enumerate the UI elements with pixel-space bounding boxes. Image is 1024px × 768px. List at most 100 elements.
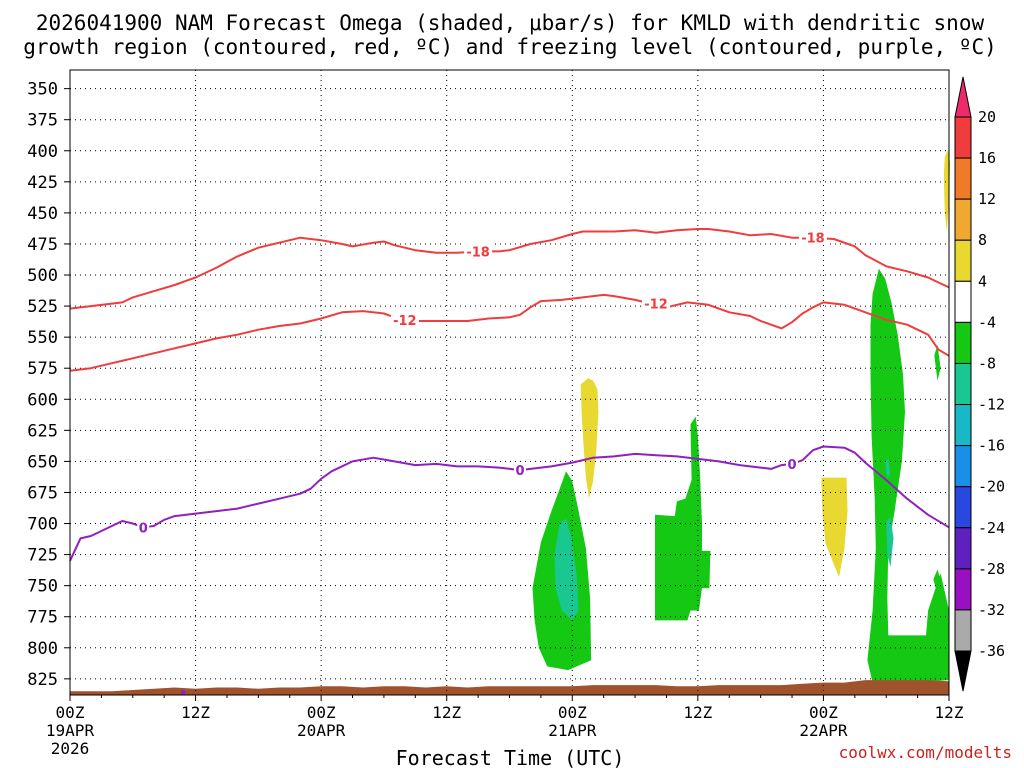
ytick-label-450: 450: [27, 204, 58, 224]
ytick-label-350: 350: [27, 80, 58, 100]
shade-yellow-c: [821, 477, 848, 577]
contour-label-bg-zero-1: [513, 462, 526, 478]
colorbar-box-5: [954, 321, 972, 364]
colorbar-label-3: 8: [978, 231, 987, 249]
contour-label-zero-1: 0: [515, 464, 524, 479]
contour-label-bg-minus12-1: [642, 295, 670, 311]
credit-text: coolwx.com/modelts: [839, 743, 1012, 762]
colorbar-label-9: -20: [978, 478, 1005, 496]
contour-label-minus12-1: -12: [644, 298, 668, 313]
ytick-label-475: 475: [27, 235, 58, 255]
ytick-label-575: 575: [27, 359, 58, 379]
colorbar-bottom-arrow: [954, 650, 972, 692]
shade-teal-core-21apr: [554, 518, 579, 621]
ytick-label-725: 725: [27, 546, 58, 566]
ytick-label-775: 775: [27, 608, 58, 628]
colorbar-box-1: [954, 157, 972, 200]
contour-label-bg-minus12-0: [390, 311, 419, 327]
colorbar-box-10: [954, 527, 972, 570]
shade-teal-d2: [885, 458, 891, 479]
ytick-label-400: 400: [27, 142, 58, 162]
colorbar-label-7: -12: [978, 396, 1005, 414]
ytick-label-675: 675: [27, 483, 58, 503]
ytick-label-375: 375: [27, 111, 58, 131]
colorbar-label-1: 16: [978, 149, 996, 167]
ytick-label-750: 750: [27, 577, 58, 597]
omega-shaded-regions: [532, 149, 950, 683]
ytick-label-425: 425: [27, 173, 58, 193]
terrain-fill: [70, 680, 949, 695]
colorbar-label-10: -24: [978, 519, 1005, 537]
xtick-label-24: 00Z: [307, 703, 336, 722]
colorbar-box-4: [954, 280, 972, 323]
ytick-label-825: 825: [27, 670, 58, 690]
shade-yellow-g: [943, 149, 950, 232]
xtick-label-36: 12Z: [432, 703, 461, 722]
colorbar-box-8: [954, 445, 972, 488]
colorbar-label-11: -28: [978, 560, 1005, 578]
chart-title-line1: 2026041900 NAM Forecast Omega (shaded, μ…: [36, 11, 985, 35]
ytick-label-800: 800: [27, 639, 58, 659]
grid-lines: [64, 70, 950, 701]
xtick-date-48: 21APR: [548, 721, 597, 740]
xtick-label-12: 12Z: [181, 703, 210, 722]
contour-label-minus12-0: -12: [393, 314, 417, 329]
shade-green-d: [867, 268, 949, 683]
colorbar-box-6: [954, 362, 972, 406]
colorbar-label-6: -8: [978, 354, 996, 372]
contour-zero: [69, 445, 950, 562]
colorbar-label-8: -16: [978, 437, 1005, 455]
colorbar: 20 16 12 8 4 -4 -8 -12 -16 -20 -24 -28 -32 -36: [954, 76, 1005, 692]
shade-green-e: [933, 569, 942, 595]
shade-green-b: [655, 416, 711, 621]
ytick-label-600: 600: [27, 390, 58, 410]
colorbar-box-12: [954, 609, 972, 652]
surface-terrain: [70, 680, 949, 696]
xtick-date-72: 22APR: [799, 721, 848, 740]
colorbar-box-3: [954, 239, 972, 282]
colorbar-box-9: [954, 486, 972, 529]
colorbar-top-arrow: [954, 76, 972, 118]
temperature-contours: -18 -18 -12 -12 0 0 0: [69, 228, 950, 562]
ytick-label-525: 525: [27, 297, 58, 317]
contour-label-minus18-1: -18: [801, 232, 825, 247]
contour-label-bg-zero-0: [137, 519, 150, 535]
colorbar-label-12: -32: [978, 601, 1005, 619]
chart-title-line2: growth region (contoured, red, ºC) and f…: [23, 35, 997, 59]
ytick-label-700: 700: [27, 515, 58, 535]
x-axis-title: Forecast Time (UTC): [396, 746, 625, 768]
colorbar-box-7: [954, 404, 972, 447]
xtick-label-84: 12Z: [935, 703, 964, 722]
xtick-date-24: 20APR: [297, 721, 346, 740]
xtick-label-48: 00Z: [558, 703, 587, 722]
colorbar-box-11: [954, 568, 972, 611]
contour-label-bg-minus18-0: [464, 243, 493, 259]
colorbar-label-5: -4: [978, 313, 996, 331]
xtick-date-0: 19APR: [46, 721, 95, 740]
colorbar-box-0: [954, 116, 972, 159]
xtick-label-72: 00Z: [809, 703, 838, 722]
colorbar-label-4: 4: [978, 272, 987, 290]
shade-yellow-a: [580, 378, 599, 499]
plot-frame: [69, 69, 950, 696]
contour-label-zero-2: 0: [788, 458, 797, 473]
contour-minus12: [69, 293, 950, 372]
ytick-label-625: 625: [27, 421, 58, 441]
xtick-label-0: 00Z: [56, 703, 85, 722]
contour-label-minus18-0: -18: [466, 245, 490, 260]
colorbar-box-2: [954, 198, 972, 241]
contour-label-bg-minus18-1: [798, 229, 827, 245]
colorbar-label-0: 20: [978, 108, 996, 126]
contour-label-bg-zero-2: [786, 455, 799, 471]
colorbar-label-2: 12: [978, 190, 996, 208]
terrain-freezing-dot: [180, 690, 186, 696]
y-axis-labels: 350 375 400 425 450 475 500 525 550 575 600 625 650 6…: [27, 80, 58, 690]
contour-label-zero-0: 0: [139, 521, 148, 536]
shade-green-f: [934, 344, 941, 381]
xtick-year-0: 2026: [51, 739, 90, 758]
ytick-label-500: 500: [27, 266, 58, 286]
ytick-label-550: 550: [27, 328, 58, 348]
xtick-label-60: 12Z: [683, 703, 712, 722]
